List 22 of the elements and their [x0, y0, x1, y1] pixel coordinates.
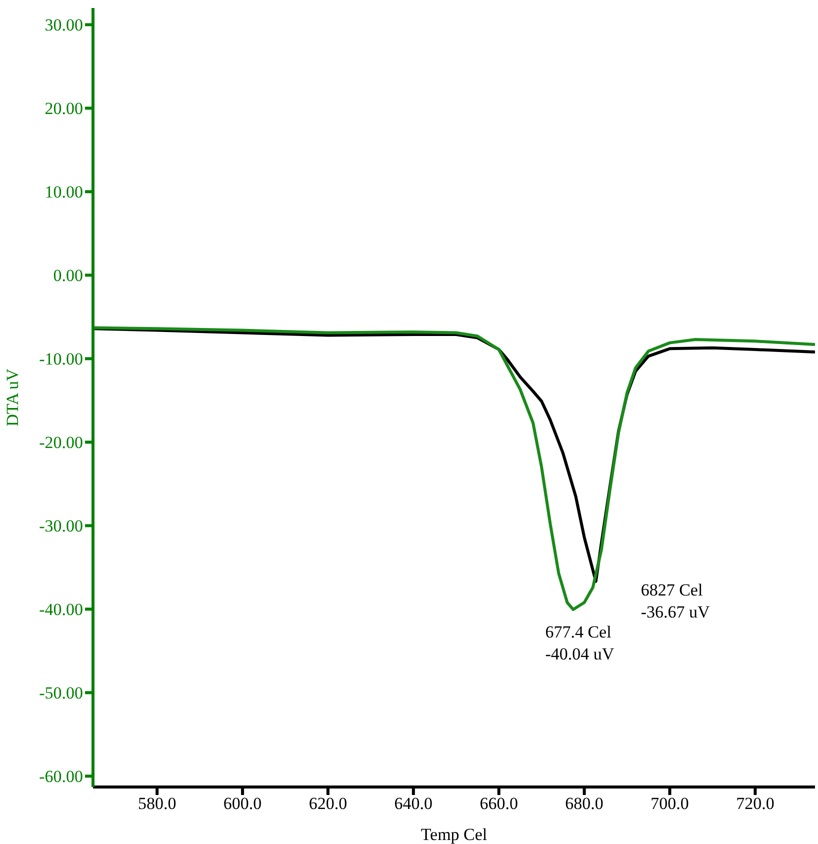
- x-axis-title: Temp Cel: [420, 825, 488, 844]
- x-tick-label: 680.0: [565, 794, 604, 814]
- y-tick-label: 30.00: [44, 16, 83, 35]
- y-tick-label: -50.00: [39, 684, 83, 703]
- x-tick-label: 580.0: [138, 794, 176, 814]
- y-tick-label: -30.00: [39, 516, 83, 536]
- x-tick-label: 700.0: [650, 794, 689, 814]
- annotation: 6827 Cel -36.67 uV: [640, 580, 710, 622]
- y-tick-label: -60.00: [39, 767, 83, 786]
- y-tick-label: -20.00: [39, 433, 83, 452]
- x-tick-label: 600.0: [223, 794, 262, 814]
- x-tick-label: 660.0: [480, 794, 518, 814]
- y-tick-label: 20.00: [44, 99, 83, 118]
- x-tick-label: 720.0: [736, 794, 774, 814]
- x-tick-label: 640.0: [394, 794, 433, 814]
- y-tick-label: -40.00: [39, 600, 83, 620]
- x-tick-label: 620.0: [308, 794, 348, 814]
- y-tick-label: 10.00: [44, 182, 83, 202]
- y-tick-label: 0.00: [53, 266, 83, 286]
- y-axis-title: DTA uV: [3, 368, 22, 426]
- annotation: 677.4 Cel -40.04 uV: [545, 622, 615, 664]
- y-tick-label: -10.00: [39, 350, 83, 369]
